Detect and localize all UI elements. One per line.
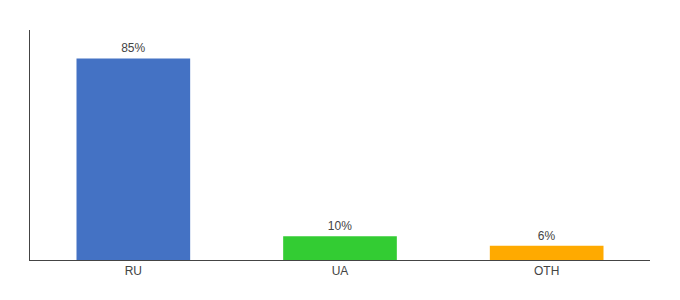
svg-text:85%: 85% — [121, 41, 145, 55]
svg-text:OTH: OTH — [534, 264, 559, 278]
svg-text:UA: UA — [332, 264, 349, 278]
svg-text:RU: RU — [125, 264, 142, 278]
svg-text:6%: 6% — [538, 229, 556, 243]
svg-text:10%: 10% — [328, 219, 352, 233]
